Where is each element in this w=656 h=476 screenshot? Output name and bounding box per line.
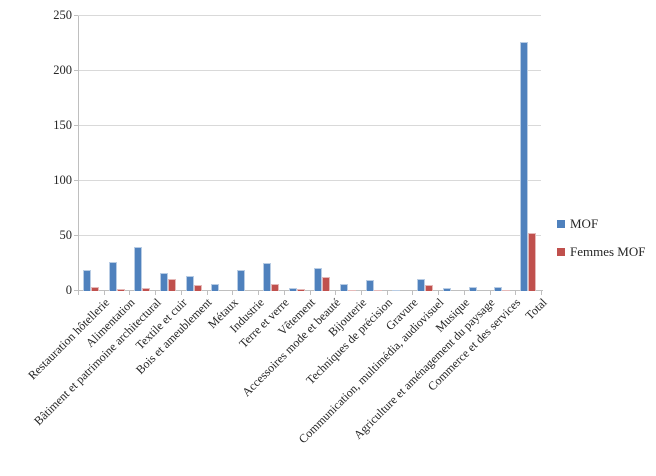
x-axis-tick bbox=[386, 291, 388, 295]
bar-mof bbox=[469, 287, 477, 291]
y-axis-tick bbox=[74, 15, 78, 16]
x-axis-tick bbox=[412, 291, 414, 295]
x-axis-tick bbox=[155, 291, 157, 295]
gridline bbox=[78, 180, 541, 181]
bar-mof bbox=[237, 270, 245, 291]
bar-mof bbox=[109, 262, 117, 291]
x-axis-tick bbox=[541, 291, 542, 295]
bar-mof bbox=[340, 284, 348, 291]
x-axis-tick bbox=[309, 291, 311, 295]
category-label: Total bbox=[522, 295, 550, 323]
gridline bbox=[78, 70, 541, 71]
y-axis-tick bbox=[74, 235, 78, 236]
y-axis-label: 0 bbox=[65, 283, 72, 297]
x-axis-tick bbox=[206, 291, 208, 295]
gridline bbox=[78, 15, 541, 16]
bar-mof bbox=[211, 284, 219, 291]
y-axis-label: 250 bbox=[53, 8, 72, 22]
x-axis-tick bbox=[489, 291, 491, 295]
bar-femmes-mof bbox=[91, 287, 99, 291]
legend-item-mof: MOF bbox=[557, 216, 645, 232]
bar-mof bbox=[134, 247, 142, 291]
x-axis-tick bbox=[129, 291, 131, 295]
bar-femmes-mof bbox=[374, 290, 382, 291]
legend-swatch-mof bbox=[557, 220, 565, 228]
x-axis-tick bbox=[438, 291, 440, 295]
y-axis-line bbox=[78, 16, 79, 291]
y-axis-label: 150 bbox=[53, 118, 72, 132]
x-axis-tick bbox=[103, 291, 105, 295]
bar-mof bbox=[520, 42, 528, 291]
bar-femmes-mof bbox=[322, 277, 330, 291]
y-axis-label: 50 bbox=[59, 228, 73, 242]
x-axis-tick bbox=[360, 291, 362, 295]
x-axis-tick bbox=[258, 291, 260, 295]
bar-mof bbox=[289, 288, 297, 291]
legend-label-femmes-mof: Femmes MOF bbox=[570, 244, 646, 259]
bar-femmes-mof bbox=[425, 285, 433, 291]
y-axis-label: 200 bbox=[53, 63, 72, 77]
bar-femmes-mof bbox=[297, 289, 305, 291]
y-axis-tick bbox=[74, 290, 78, 291]
y-axis-tick bbox=[74, 125, 78, 126]
bar-mof bbox=[443, 288, 451, 291]
bar-femmes-mof bbox=[528, 233, 536, 291]
legend-swatch-femmes-mof bbox=[557, 248, 565, 256]
bar-femmes-mof bbox=[271, 284, 279, 291]
x-axis-tick bbox=[463, 291, 465, 295]
x-axis-tick bbox=[515, 291, 517, 295]
bar-mof bbox=[83, 270, 91, 291]
x-axis-line bbox=[78, 290, 543, 291]
y-axis-tick bbox=[74, 70, 78, 71]
gridline bbox=[78, 235, 541, 236]
bar-mof bbox=[366, 280, 374, 291]
bar-mof bbox=[392, 290, 400, 291]
bar-femmes-mof bbox=[117, 289, 125, 291]
gridline bbox=[78, 125, 541, 126]
bar-femmes-mof bbox=[142, 288, 150, 291]
bar-femmes-mof bbox=[502, 290, 510, 291]
bar-mof bbox=[417, 279, 425, 291]
y-axis-label: 100 bbox=[53, 173, 72, 187]
x-axis-tick bbox=[78, 291, 79, 295]
x-axis-tick bbox=[335, 291, 337, 295]
x-axis-tick bbox=[232, 291, 234, 295]
bar-femmes-mof bbox=[194, 285, 202, 291]
bar-mof bbox=[186, 276, 194, 291]
bar-femmes-mof bbox=[168, 279, 176, 291]
legend-item-femmes-mof: Femmes MOF bbox=[557, 244, 645, 260]
bar-mof bbox=[160, 273, 168, 291]
chart-legend: MOF Femmes MOF bbox=[557, 216, 645, 272]
bar-mof bbox=[494, 287, 502, 291]
y-axis-tick bbox=[74, 180, 78, 181]
bar-mof bbox=[314, 268, 322, 291]
legend-label-mof: MOF bbox=[570, 216, 599, 231]
x-axis-tick bbox=[180, 291, 182, 295]
x-axis-tick bbox=[283, 291, 285, 295]
bar-mof bbox=[263, 263, 271, 291]
bar-femmes-mof bbox=[348, 290, 356, 291]
